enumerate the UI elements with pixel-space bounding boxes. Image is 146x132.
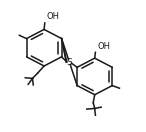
Text: OH: OH <box>47 12 60 21</box>
Text: OH: OH <box>97 42 110 51</box>
Text: S: S <box>67 58 72 67</box>
